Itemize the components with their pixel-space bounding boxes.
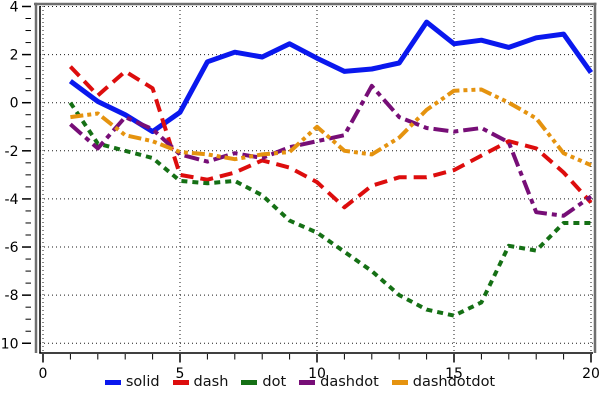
y-tick-label: -8	[5, 288, 19, 304]
legend: solid dash dot dashdot dashdotdot	[0, 375, 600, 390]
legend-item-dot: dot	[241, 375, 286, 390]
legend-label-dash: dash	[193, 374, 229, 390]
x-tick-label: 20	[582, 366, 600, 382]
x-tick-label: 0	[39, 366, 48, 382]
legend-label-dot: dot	[262, 374, 287, 390]
series-line-dash	[68, 65, 593, 210]
legend-label-dashdot: dashdot	[320, 374, 379, 390]
legend-swatch-dash	[172, 379, 189, 385]
series-line-dashdot	[69, 83, 593, 218]
legend-swatch-dot	[241, 379, 258, 385]
y-tick-label: 0	[10, 96, 19, 112]
series-line-dot	[68, 101, 591, 318]
x-tick-label: 5	[176, 366, 185, 382]
legend-swatch-solid	[104, 379, 121, 385]
y-tick-label: -2	[5, 144, 19, 160]
y-tick-label: 2	[10, 48, 19, 64]
y-tick-label: 4	[10, 0, 19, 15]
x-tick-label: 15	[445, 366, 463, 382]
legend-item-dashdotdot: dashdotdot	[391, 374, 496, 390]
legend-item-dash: dash	[172, 374, 229, 390]
series-line-solid	[68, 19, 594, 135]
legend-label-dashdotdot: dashdotdot	[412, 374, 496, 390]
legend-swatch-dashdot	[299, 379, 316, 385]
x-tick-label: 10	[308, 366, 326, 382]
series-line-dashdotdot	[70, 87, 592, 168]
y-tick-label: -10	[0, 336, 19, 352]
y-tick-label: -4	[5, 192, 19, 208]
y-tick-label: -6	[5, 240, 19, 256]
legend-swatch-dashdotdot	[391, 379, 408, 385]
legend-item-solid: solid	[104, 374, 160, 390]
legend-item-dashdot: dashdot	[299, 375, 379, 390]
legend-label-solid: solid	[125, 374, 160, 390]
